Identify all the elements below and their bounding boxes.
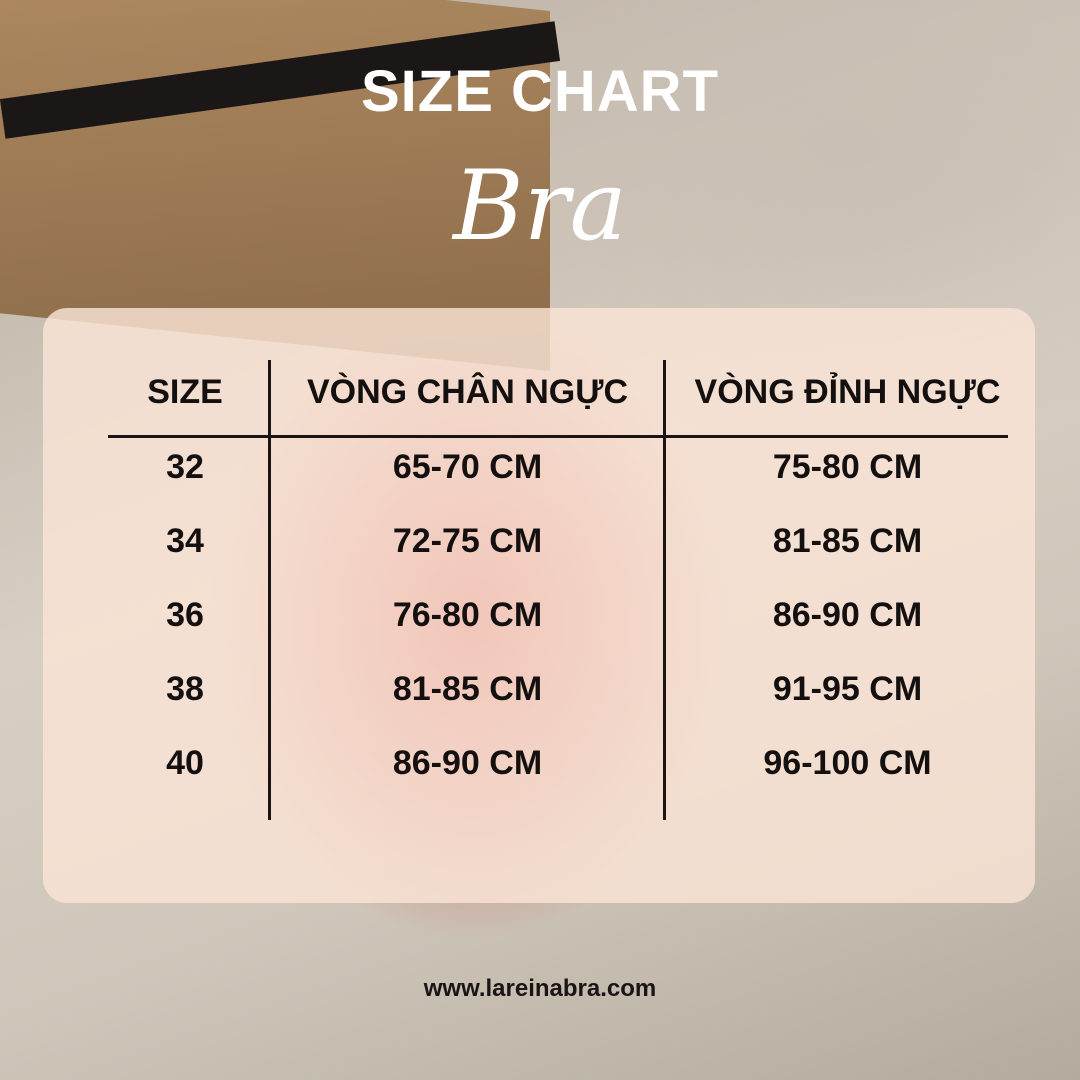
header-divider <box>108 435 1008 438</box>
column-header: SIZE <box>147 373 223 411</box>
table-cell: 32 <box>166 448 204 486</box>
website-link[interactable]: www.lareinabra.com <box>423 975 657 1002</box>
table-cell: 38 <box>166 670 204 708</box>
column-header: VÒNG ĐỈNH NGỰC <box>694 373 1001 411</box>
column-header: VÒNG CHÂN NGỰC <box>307 373 628 411</box>
page-subtitle: Bra <box>453 150 627 262</box>
table-cell: 36 <box>166 596 204 634</box>
table-cell: 75-80 CM <box>772 448 923 486</box>
table-cell: 86-90 CM <box>772 596 923 634</box>
table-cell: 76-80 CM <box>392 596 543 634</box>
table-cell: 65-70 CM <box>392 448 543 486</box>
table-cell: 72-75 CM <box>392 522 543 560</box>
table-cell: 86-90 CM <box>392 744 543 782</box>
size-table-card <box>43 308 1035 903</box>
column-divider <box>663 360 666 820</box>
page-title: SIZE CHART <box>361 59 719 124</box>
table-cell: 96-100 CM <box>763 744 932 782</box>
table-cell: 40 <box>166 744 204 782</box>
table-cell: 91-95 CM <box>772 670 923 708</box>
table-cell: 81-85 CM <box>772 522 923 560</box>
table-cell: 81-85 CM <box>392 670 543 708</box>
column-divider <box>268 360 271 820</box>
table-cell: 34 <box>166 522 204 560</box>
